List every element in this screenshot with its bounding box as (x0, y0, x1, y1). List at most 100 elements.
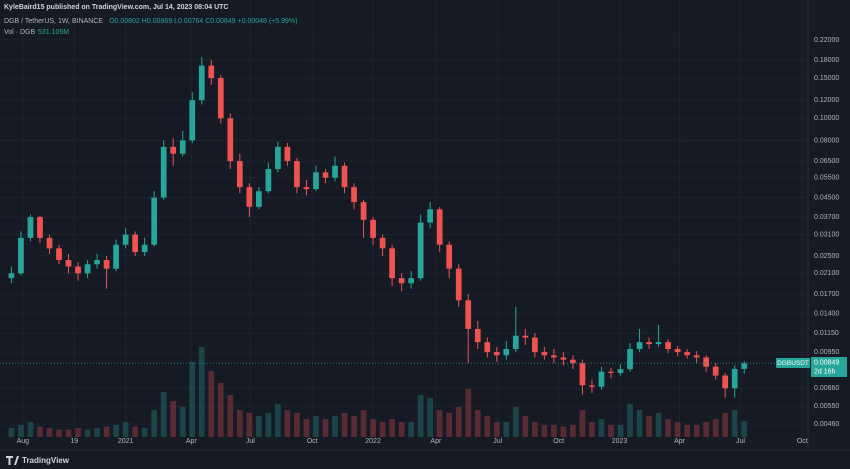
candle-body (370, 219, 376, 238)
y-tick-label: 0.06500 (814, 158, 839, 165)
candle-body (284, 146, 291, 162)
candle-body (103, 260, 110, 269)
volume-bar (313, 416, 319, 437)
volume-bar (46, 428, 53, 437)
volume-bar (322, 419, 329, 437)
candle-body (608, 371, 614, 373)
candle-body (665, 342, 671, 349)
volume-bar (151, 410, 158, 437)
volume-bar (589, 422, 595, 437)
y-tick-label: 0.08000 (814, 137, 839, 144)
footer-logo (6, 456, 19, 465)
candle-body (398, 278, 405, 284)
candle-body (684, 352, 690, 356)
volume-bar (113, 425, 119, 437)
volume-bar (474, 410, 481, 437)
x-tick-label: Oct (307, 438, 318, 445)
x-tick-label: Jul (736, 438, 745, 445)
volume-bar (141, 428, 148, 437)
candle-body (275, 146, 281, 170)
volume-bar (598, 419, 605, 437)
y-tick-label: 0.00460 (814, 421, 839, 428)
candle-body (122, 234, 129, 245)
candle-body (598, 371, 605, 387)
candle-body (436, 209, 443, 245)
volume-bar (294, 413, 300, 437)
candle-body (674, 348, 681, 353)
volume-bar (436, 410, 443, 437)
volume-bar (227, 395, 234, 437)
volume-bar (27, 422, 34, 437)
volume-bar (246, 413, 253, 437)
price-tag-price: 0.00849 (814, 359, 839, 366)
symbol-tag-text: DGBUSDT (777, 360, 809, 367)
volume-bar (170, 401, 177, 437)
symbol: DGB / TetherUS, 1W, BINANCE (4, 18, 103, 25)
candle-body (551, 355, 557, 358)
volume-bar (417, 395, 424, 437)
y-tick-label: 0.01700 (814, 291, 839, 298)
candle-body (341, 165, 348, 188)
candle-body (541, 352, 548, 356)
candle-body (160, 146, 167, 198)
candle-body (636, 342, 643, 349)
candle-body (189, 100, 196, 141)
y-tick-label: 0.03700 (814, 214, 839, 221)
volume-bar (132, 426, 138, 437)
candle-body (151, 197, 158, 245)
volume-bar (503, 422, 510, 437)
grid: 0.22000 0.18000 0.15000 0.12000 0.10000 0.080… (0, 0, 839, 445)
candle-body (360, 202, 367, 220)
volume-bar (75, 428, 81, 437)
x-tick-label: 2023 (612, 438, 628, 445)
candle-body (493, 352, 500, 356)
candle-body (236, 161, 243, 188)
volume-bar (56, 429, 62, 437)
volume-bar (541, 425, 548, 437)
candle-body (227, 118, 234, 162)
candle-body (332, 165, 338, 178)
volume-bar (265, 413, 272, 437)
candle-body (627, 348, 633, 370)
volume-bar (160, 392, 167, 437)
y-tick-label: 0.03100 (814, 231, 839, 238)
candle-body (427, 209, 434, 223)
y-tick-label: 0.02500 (814, 253, 839, 260)
candle-body (655, 342, 662, 345)
candle-body (132, 234, 138, 253)
volume-bar (236, 410, 243, 437)
symbol-tag (776, 358, 810, 368)
candle-body (589, 385, 595, 387)
candle-body (265, 169, 272, 192)
candle-body (141, 244, 148, 253)
candle-body (217, 78, 224, 119)
ohlc: O0.00802 H0.00869 L0.00764 C0.00849 +0.0… (109, 18, 297, 25)
y-tick-label: 0.01400 (814, 310, 839, 317)
y-tick-label: 0.02100 (814, 270, 839, 277)
volume-bar (351, 416, 357, 437)
volume-bar (37, 426, 43, 437)
candle-body (303, 187, 310, 190)
volume-bar (532, 422, 538, 437)
candle-body (246, 187, 253, 207)
candle-body (389, 248, 395, 279)
candle-body (703, 357, 710, 367)
x-tick-label: Apr (186, 438, 198, 445)
volume-bar (484, 416, 491, 437)
x-tick-label: Oct (553, 438, 564, 445)
volume-bar (722, 413, 729, 437)
volume-bar (208, 371, 215, 437)
candle-body (351, 187, 357, 203)
volume-bar (179, 407, 186, 437)
volume-bar (665, 419, 671, 437)
volume-bar (360, 410, 367, 437)
candle-body (46, 237, 53, 249)
volume-bar (122, 422, 129, 437)
volume-bar (674, 422, 681, 437)
y-tick-label: 0.05500 (814, 175, 839, 182)
volume-bar (636, 410, 643, 437)
candle-body (617, 369, 624, 373)
candle-body (560, 357, 567, 360)
volume-bar (94, 428, 100, 437)
volume-bar (446, 413, 453, 437)
